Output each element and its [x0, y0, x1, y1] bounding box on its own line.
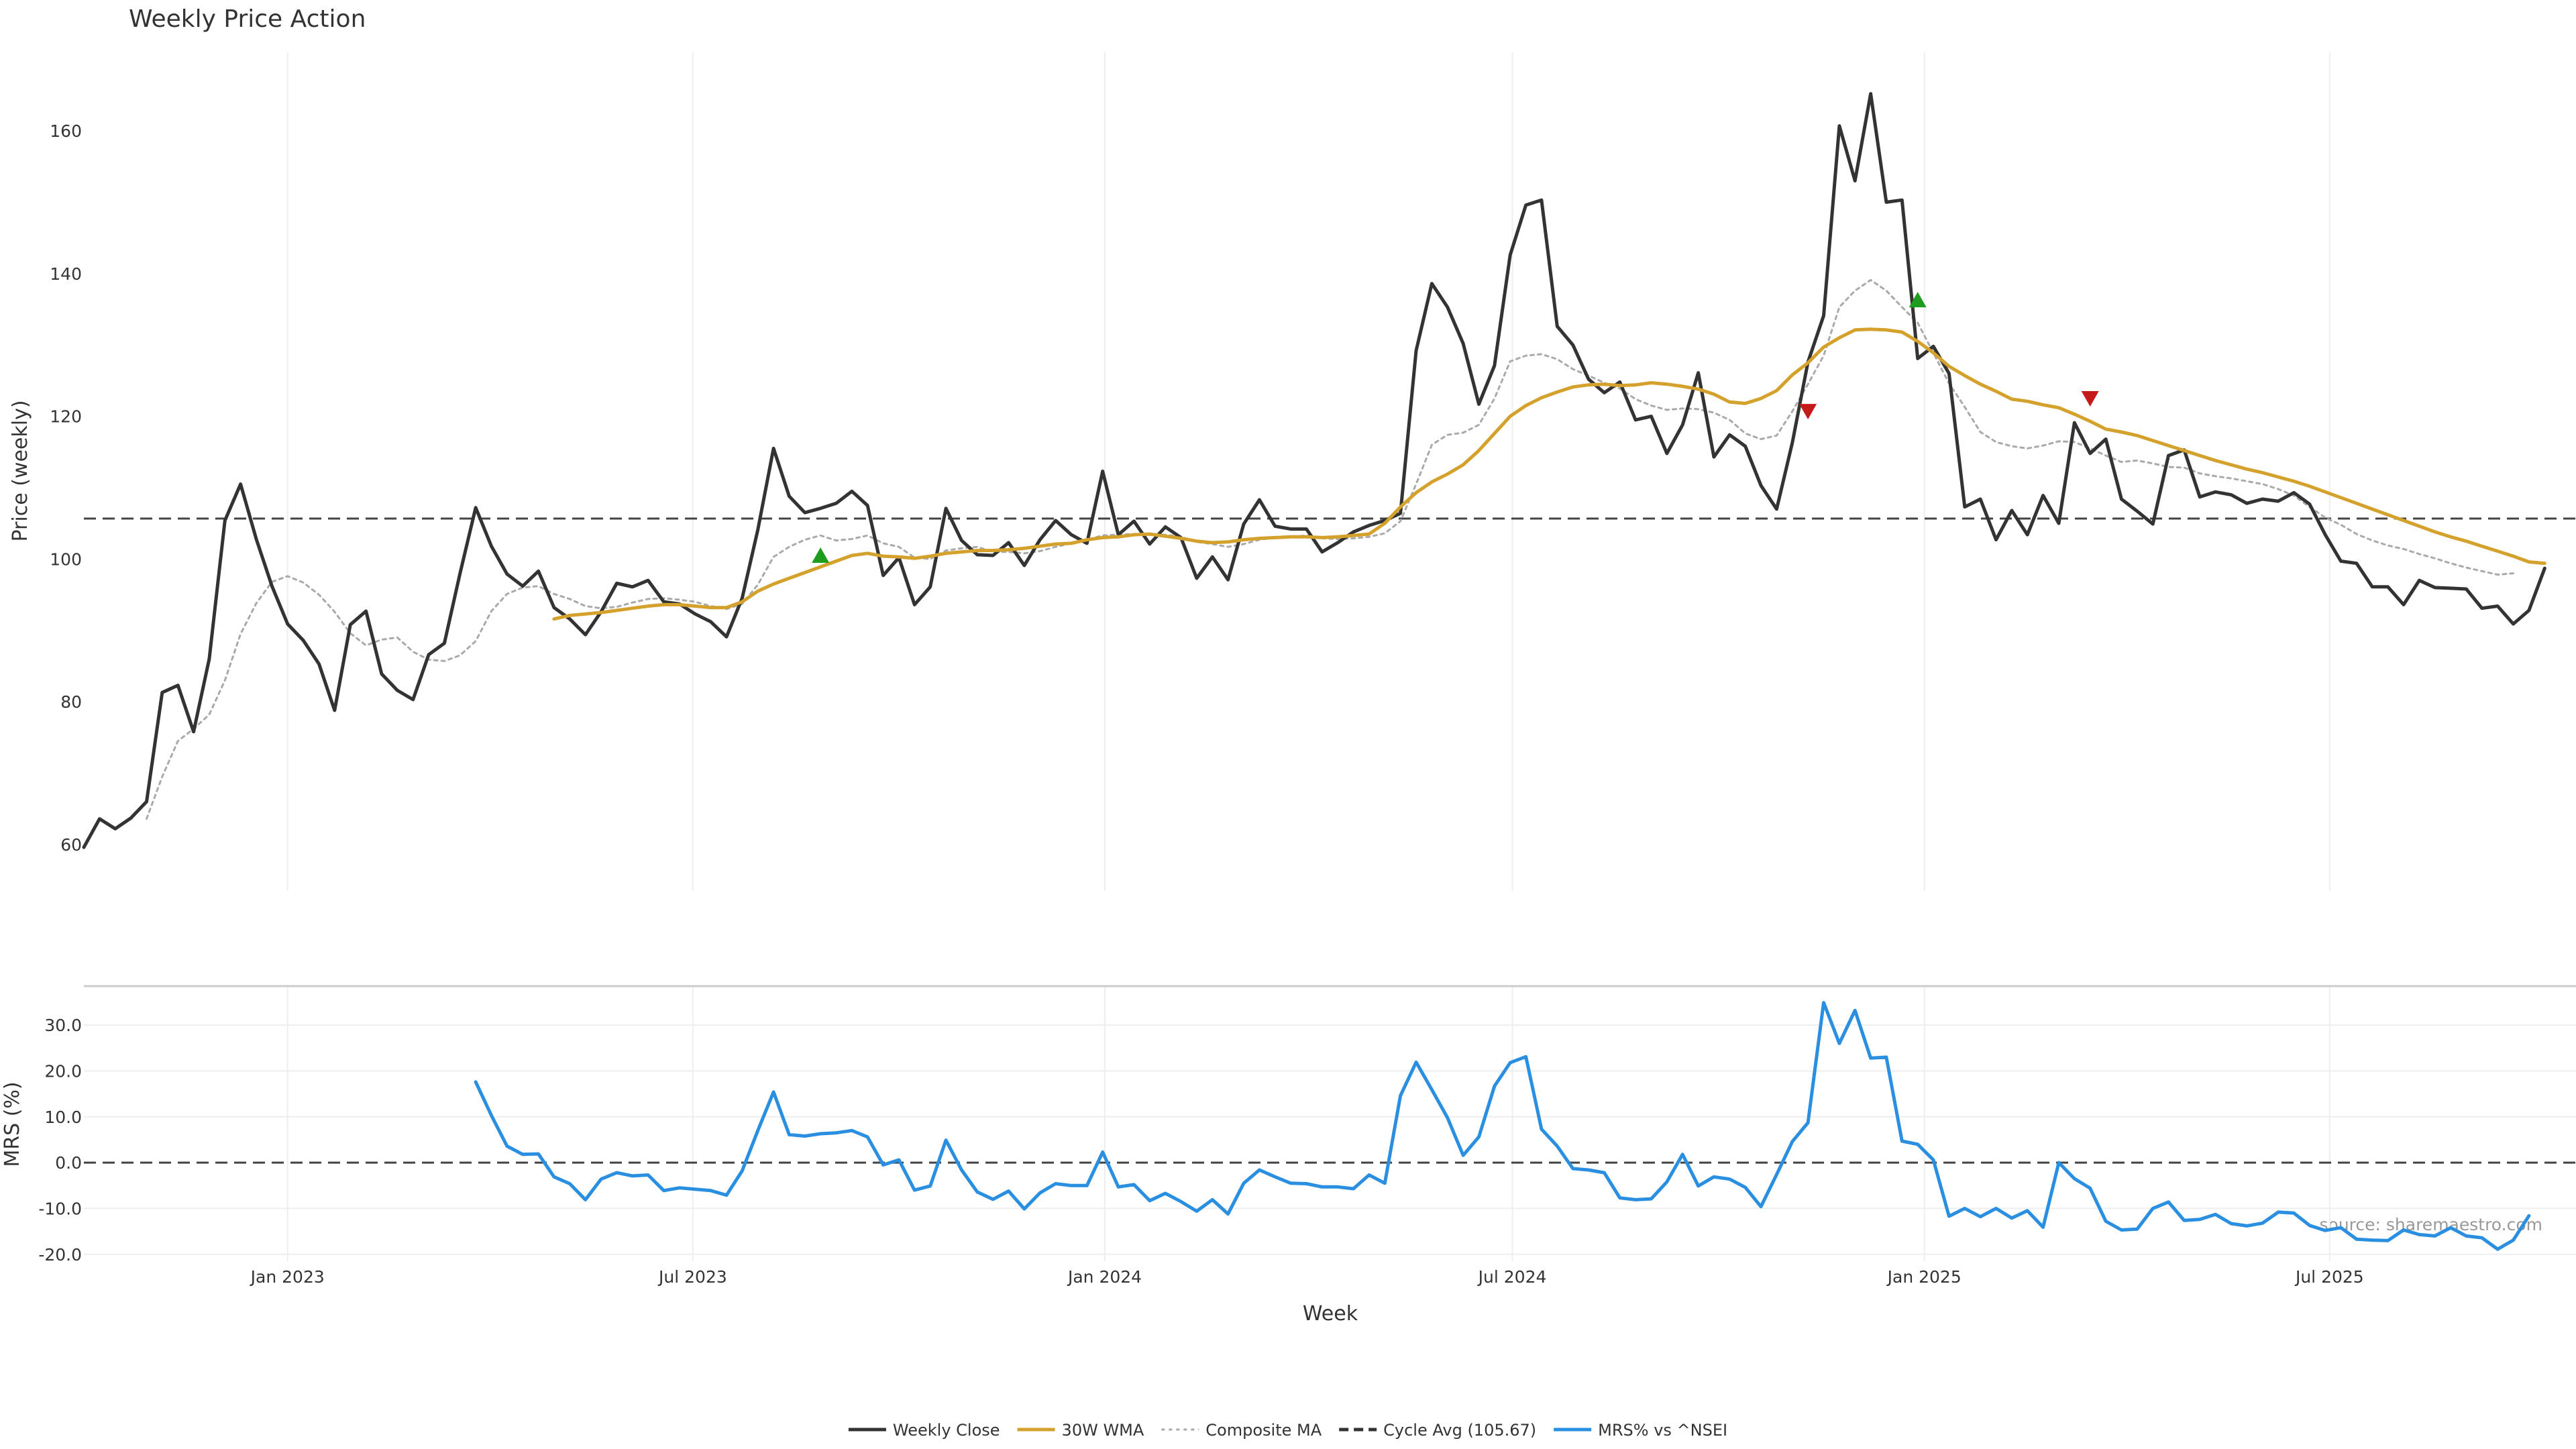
close-series-line — [82, 92, 2546, 849]
price-y-tick-label: 80 — [60, 692, 82, 712]
sell-signal-marker — [1799, 404, 1817, 420]
legend-label: MRS% vs ^NSEI — [1598, 1421, 1727, 1440]
price-axis-label: Price (weekly) — [9, 400, 32, 541]
mrs-y-tick-label: 0.0 — [55, 1153, 82, 1173]
mrs-y-tick-label: -10.0 — [38, 1199, 82, 1218]
price-y-tick-label: 140 — [50, 264, 82, 284]
legend-label: Composite MA — [1205, 1421, 1322, 1440]
price-y-tick-label: 120 — [50, 407, 82, 427]
tick-layer: Jan 2023 Jul 2023 Jan 2024 Jul 2024 Jan 2025… — [38, 121, 2363, 1287]
mrs-series-line — [474, 1001, 2531, 1251]
x-tick-label: Jul 2024 — [1477, 1267, 1547, 1287]
price-y-tick-label: 60 — [60, 835, 82, 855]
x-tick-label: Jan 2023 — [250, 1267, 325, 1287]
series-layer — [82, 92, 2576, 1251]
mrs-y-tick-label: 30.0 — [44, 1016, 82, 1035]
price-y-tick-label: 100 — [50, 549, 82, 569]
x-axis-label: Week — [1303, 1302, 1358, 1326]
legend: Weekly Close 30W WMA Composite MA Cycle Avg… — [848, 1421, 1727, 1440]
x-tick-label: Jan 2024 — [1067, 1267, 1142, 1287]
sell-signal-marker — [2081, 390, 2099, 407]
x-tick-label: Jan 2025 — [1886, 1267, 1962, 1287]
source-note: source: sharemaestro.com — [2320, 1215, 2543, 1234]
legend-label: Weekly Close — [893, 1421, 1000, 1440]
mrs-y-tick-label: -20.0 — [38, 1245, 82, 1265]
buy-signal-marker — [1909, 292, 1927, 308]
legend-label: Cycle Avg (105.67) — [1383, 1421, 1536, 1440]
mrs-y-tick-label: 10.0 — [44, 1108, 82, 1127]
x-tick-label: Jul 2023 — [657, 1267, 727, 1287]
price-y-tick-label: 160 — [50, 121, 82, 141]
composite-series-line — [146, 278, 2514, 820]
grid-layer — [84, 52, 2576, 1261]
mrs-y-tick-label: 20.0 — [44, 1061, 82, 1081]
chart-title: Weekly Price Action — [129, 5, 366, 33]
mrs-axis-label: MRS (%) — [1, 1081, 24, 1167]
legend-label: 30W WMA — [1062, 1421, 1144, 1440]
x-tick-label: Jul 2025 — [2294, 1267, 2364, 1287]
wma30-series-line — [552, 327, 2546, 621]
buy-signal-marker — [812, 547, 830, 563]
